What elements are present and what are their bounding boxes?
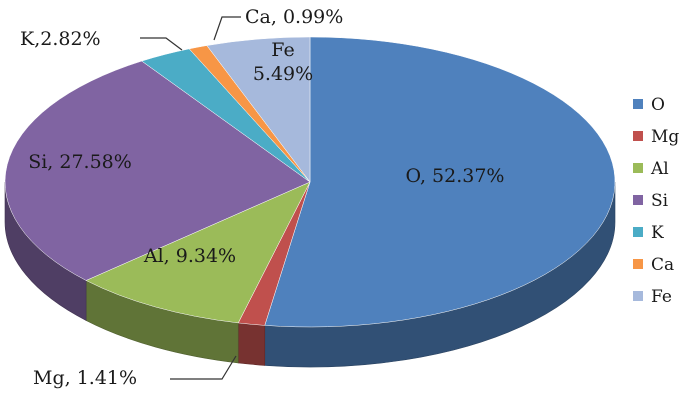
legend-label-fe: Fe: [651, 287, 672, 307]
data-label-al: Al, 9.34%: [143, 245, 236, 267]
legend-swatch-si: [633, 195, 643, 205]
leader-line-ca: [213, 16, 241, 41]
legend-label-k: K: [651, 223, 664, 243]
data-label-mg: Mg, 1.41%: [33, 367, 137, 389]
slice-o: [264, 36, 616, 328]
legend-swatch-mg: [633, 131, 643, 141]
legend-swatch-k: [633, 227, 643, 237]
leader-line-k: [140, 37, 183, 51]
leader-line-mg: [170, 355, 237, 380]
legend-label-o: O: [651, 95, 665, 115]
data-label-k: K,2.82%: [20, 28, 101, 50]
data-label-si: Si, 27.58%: [28, 151, 132, 173]
data-label-ca: Ca, 0.99%: [245, 6, 343, 28]
legend-swatch-ca: [633, 259, 643, 269]
slice-si: [4, 60, 311, 281]
legend: O Mg Al Si K Ca Fe: [633, 95, 679, 307]
slice-fe: [206, 36, 311, 183]
data-label-o: O, 52.37%: [406, 165, 505, 187]
legend-label-si: Si: [651, 191, 669, 211]
legend-label-ca: Ca: [651, 255, 674, 275]
legend-swatch-fe: [633, 291, 643, 301]
legend-swatch-o: [633, 99, 643, 109]
legend-label-al: Al: [650, 159, 669, 179]
slice-side-mg: [237, 322, 266, 366]
data-label-fe: Fe 5.49%: [253, 39, 313, 85]
data-labels: O, 52.37% Mg, 1.41% Al, 9.34% Si, 27.58% K,2…: [20, 6, 505, 389]
legend-swatch-al: [633, 163, 643, 173]
leader-lines: [140, 16, 241, 380]
legend-label-mg: Mg: [651, 127, 679, 147]
slice-al: [85, 181, 311, 324]
pie-top-slices: [4, 36, 616, 328]
